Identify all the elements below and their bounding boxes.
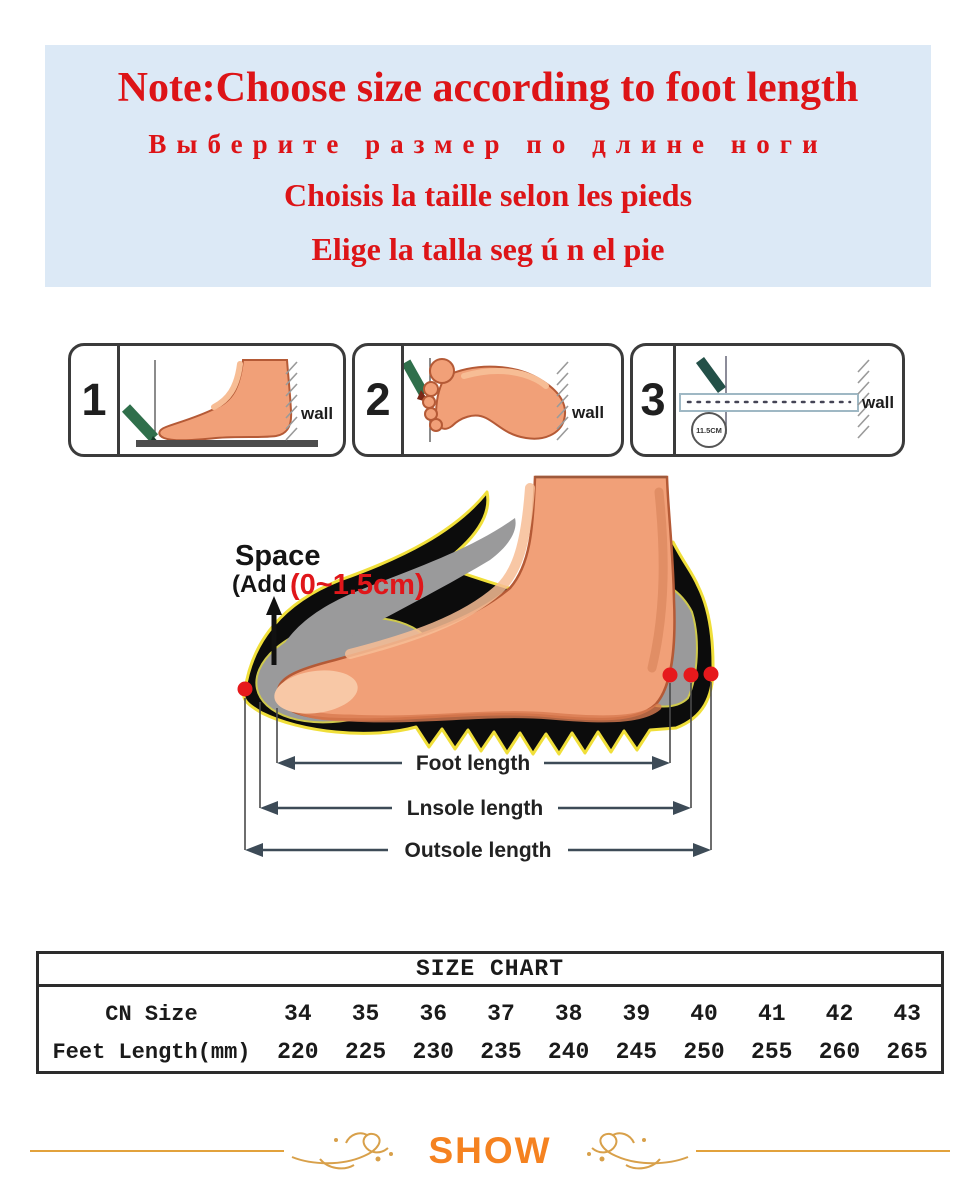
outsole-length-label: Outsole length xyxy=(405,839,552,862)
measure-step-2-panel: 2 wall xyxy=(352,343,624,457)
size-chart-table: SIZE CHART CN Size 34 35 36 37 38 39 40 … xyxy=(36,951,944,1074)
measure-step-1-panel: 1 wall xyxy=(68,343,346,457)
foot-illustration xyxy=(274,475,676,723)
wall-label: wall xyxy=(861,393,894,412)
foot-measurement-diagram: Space (Add (0~1.5cm) xyxy=(232,475,719,862)
foot-length-label: Foot length xyxy=(416,752,530,775)
cn-size-value: 41 xyxy=(757,1001,786,1027)
measure-circle-icon xyxy=(691,412,727,448)
ruler-circle-label: 11.5CM xyxy=(696,426,722,435)
feet-length-value: 220 xyxy=(277,1039,319,1065)
flourish-ornament-right xyxy=(586,1132,688,1170)
feet-length-row-label: Feet Length(mm) xyxy=(52,1039,251,1065)
outsole-length-dimension xyxy=(245,843,711,857)
cn-size-value: 35 xyxy=(351,1001,380,1027)
feet-length-value: 260 xyxy=(818,1039,861,1065)
extension-lines xyxy=(244,682,712,850)
wall-label: wall xyxy=(571,403,604,422)
foot-length-dimension xyxy=(277,756,670,770)
add-value-label: (0~1.5cm) xyxy=(290,569,425,601)
show-label: SHOW xyxy=(428,1130,552,1171)
foot-highlight xyxy=(211,361,243,410)
note-russian: Выберите размер по длине ноги xyxy=(148,128,828,159)
ground-bar xyxy=(136,440,318,447)
space-label: Space xyxy=(235,540,320,572)
feet-length-value: 235 xyxy=(480,1039,522,1065)
cn-size-value: 37 xyxy=(487,1001,515,1027)
feet-length-value: 255 xyxy=(751,1039,793,1065)
size-chart-body: CN Size 34 35 36 37 38 39 40 41 42 43 Fe… xyxy=(39,987,941,1071)
show-divider: SHOW xyxy=(30,1124,951,1178)
measure-point-markers xyxy=(237,666,719,697)
cn-size-row-label: CN Size xyxy=(105,1001,198,1027)
step-2-drawing: wall xyxy=(404,358,604,442)
step-1-drawing: wall xyxy=(121,359,333,447)
step-1-number: 1 xyxy=(71,346,120,454)
feet-length-value: 265 xyxy=(886,1039,928,1065)
pencil-icon xyxy=(695,357,727,393)
feet-length-value: 230 xyxy=(412,1039,454,1065)
step-3-number: 3 xyxy=(633,346,676,454)
pencil-icon xyxy=(121,404,159,442)
step-1-illustration: wall xyxy=(120,346,343,454)
step-2-illustration: wall xyxy=(404,346,621,454)
cn-size-value: 42 xyxy=(825,1001,854,1027)
space-annotation: Space (Add (0~1.5cm) xyxy=(232,540,425,665)
flourish-ornament-left xyxy=(292,1132,394,1170)
divider-line-left xyxy=(30,1150,285,1152)
note-french: Choisis la taille selon les pieds xyxy=(283,177,693,214)
feet-length-value: 225 xyxy=(344,1039,387,1065)
add-prefix-label: (Add xyxy=(232,571,287,598)
step-3-illustration: 11.5CM wall xyxy=(676,346,902,454)
cn-size-value: 39 xyxy=(622,1001,651,1027)
feet-length-value: 250 xyxy=(683,1039,725,1065)
step-3-drawing: 11.5CM wall xyxy=(679,356,894,448)
insole-length-dimension xyxy=(260,801,691,815)
cn-size-value: 43 xyxy=(893,1001,921,1027)
cn-size-value: 34 xyxy=(284,1001,312,1027)
cn-size-value: 40 xyxy=(690,1001,718,1027)
feet-length-value: 245 xyxy=(615,1039,658,1065)
ruler-icon xyxy=(679,393,859,412)
pencil-icon xyxy=(404,359,429,397)
cn-size-value: 38 xyxy=(554,1001,583,1027)
insole-length-label: Lnsole length xyxy=(407,797,544,820)
divider-line-right xyxy=(695,1150,951,1152)
wall-label: wall xyxy=(300,404,333,423)
size-chart-title: SIZE CHART xyxy=(39,954,941,987)
note-spanish: Elige la talla seg ú n el pie xyxy=(311,231,665,268)
foot-sole-icon xyxy=(422,358,566,440)
cn-size-value: 36 xyxy=(419,1001,448,1027)
note-box: Note:Choose size according to foot lengt… xyxy=(45,45,931,287)
note-title: Note:Choose size according to foot lengt… xyxy=(117,64,859,111)
toe-highlight xyxy=(274,670,358,714)
measure-step-3-panel: 3 11.5CM wall xyxy=(630,343,905,457)
step-2-number: 2 xyxy=(355,346,404,454)
up-arrow-icon xyxy=(266,596,282,615)
feet-length-value: 240 xyxy=(547,1039,590,1065)
